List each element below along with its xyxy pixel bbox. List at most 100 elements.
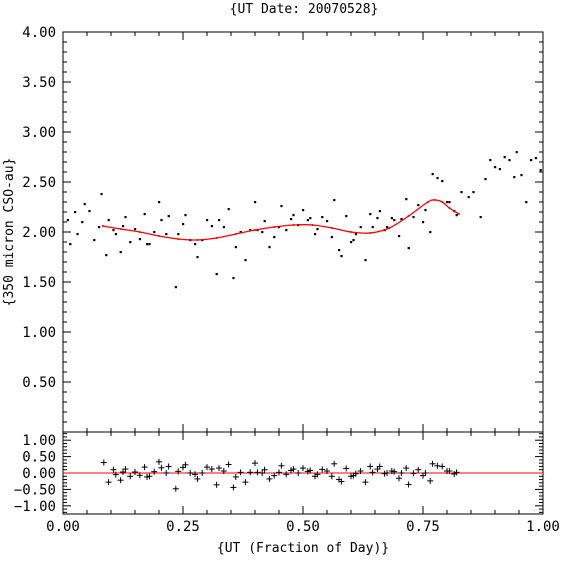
fit-curve-node <box>434 199 436 201</box>
residual-point <box>352 470 359 477</box>
fit-curve-node <box>158 235 160 237</box>
residual-point <box>151 468 158 475</box>
residual-point <box>136 472 143 479</box>
residual-point <box>165 463 172 470</box>
residual-point <box>403 465 410 472</box>
main-plot-panel: 0.50 1.00 1.50 2.00 2.50 3.00 3.50 4.00 <box>22 25 544 433</box>
data-point <box>378 210 381 213</box>
data-point <box>100 193 103 196</box>
residual-point <box>232 473 239 480</box>
data-point <box>206 219 209 222</box>
data-point <box>364 259 367 262</box>
data-point <box>467 196 470 199</box>
residual-point <box>247 469 254 476</box>
x-axis-label: {UT (Fraction of Day)} <box>217 541 389 556</box>
residual-y-tick-label: 1.00 <box>22 433 56 449</box>
residual-point <box>384 470 390 476</box>
data-point <box>167 215 170 218</box>
fit-curve-node <box>441 201 444 203</box>
residual-y-tick-label: 0.50 <box>22 450 56 466</box>
residual-point <box>199 470 206 476</box>
fit-curve-node <box>254 229 256 231</box>
x-tick-label: 0.50 <box>286 519 320 535</box>
data-point <box>306 219 309 222</box>
fit-curve-node <box>407 215 410 217</box>
fit-curve-node <box>101 225 104 227</box>
residual-point <box>182 461 189 468</box>
data-point <box>405 198 408 201</box>
residual-y-tick-label: 0.00 <box>22 466 56 482</box>
residual-point <box>194 475 201 482</box>
x-axis-ticks: 0.00 0.25 0.50 0.75 1.00 <box>46 432 560 535</box>
residual-plot-panel: −1.00−0.500.000.501.00 0.00 0.25 0.50 0.75 1… <box>14 431 560 535</box>
data-point <box>122 225 125 228</box>
data-point <box>244 259 247 262</box>
data-point <box>472 191 475 194</box>
data-point <box>105 254 108 257</box>
data-point <box>210 225 213 228</box>
data-point <box>371 226 374 229</box>
data-point <box>429 231 432 234</box>
residual-point <box>216 465 222 472</box>
data-point <box>390 217 393 220</box>
main-y-tick-label: 2.00 <box>22 225 56 241</box>
data-point <box>146 243 149 246</box>
residual-point <box>158 464 165 471</box>
residual-point <box>338 478 345 485</box>
data-point <box>494 166 497 169</box>
fit-curve-node <box>119 228 122 230</box>
data-point <box>222 226 225 229</box>
residual-point <box>405 481 412 488</box>
residual-point <box>242 479 249 486</box>
residual-point <box>237 469 244 476</box>
residual-point <box>163 470 170 476</box>
residual-point <box>132 469 138 476</box>
data-point <box>424 209 427 212</box>
data-point <box>196 256 199 259</box>
fit-curve-node <box>426 201 429 203</box>
data-point <box>254 201 257 204</box>
residual-point <box>172 485 179 492</box>
residual-point <box>204 464 210 471</box>
data-point <box>479 216 482 219</box>
fit-curve <box>102 199 460 241</box>
residual-point <box>230 484 237 491</box>
residual-point <box>434 462 441 469</box>
data-point <box>525 201 528 204</box>
residual-point <box>110 466 117 473</box>
residual-point <box>100 459 107 466</box>
data-point <box>124 216 127 219</box>
data-point <box>119 251 122 254</box>
residual-point <box>220 468 227 475</box>
data-point <box>218 219 221 222</box>
fit-curve-node <box>330 227 333 229</box>
data-point <box>165 233 168 236</box>
residual-point <box>225 461 232 468</box>
fit-curve-node <box>388 227 391 229</box>
residual-point <box>276 469 282 476</box>
residual-series-group <box>63 458 543 492</box>
data-point <box>326 220 329 223</box>
data-point <box>417 204 420 207</box>
data-point <box>69 243 72 246</box>
residual-point <box>307 467 314 474</box>
residual-point <box>391 468 398 475</box>
data-point <box>321 216 324 219</box>
residual-point <box>112 471 119 478</box>
residual-point <box>259 470 266 476</box>
data-point <box>489 159 492 162</box>
data-point <box>88 210 91 213</box>
main-y-tick-label: 1.50 <box>22 275 56 291</box>
data-point <box>98 226 101 229</box>
residual-point <box>156 458 162 465</box>
data-point <box>530 159 533 162</box>
fit-curve-node <box>369 232 372 234</box>
residual-point <box>398 470 405 476</box>
data-point <box>239 231 242 234</box>
data-point <box>539 169 542 172</box>
data-point <box>330 236 333 239</box>
x-tick-label: 0.75 <box>406 519 440 535</box>
residual-point <box>283 471 290 478</box>
data-point <box>436 177 439 180</box>
